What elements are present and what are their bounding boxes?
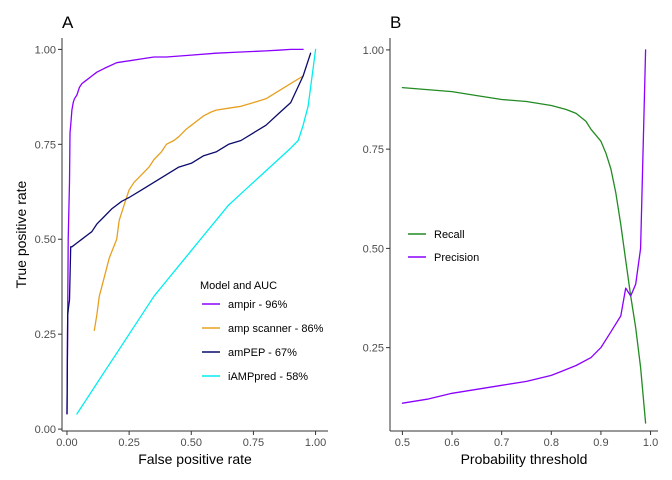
- y-tick-label: 0.75: [35, 139, 56, 151]
- x-tick-label: 0.5: [395, 437, 410, 449]
- series-line-ampir: [66, 48, 304, 415]
- panel-b: B 0.5 0.6 0.7 0.8 0.9 1.0 0.25 0.50 0.75 1.00 Pr…: [363, 13, 659, 467]
- legend-label: Recall: [434, 229, 465, 241]
- x-tick-label: 0.00: [56, 437, 77, 449]
- y-tick-label: 0.25: [363, 343, 384, 355]
- panel-b-x-ticks: 0.5 0.6 0.7 0.8 0.9 1.0: [395, 431, 658, 449]
- x-tick-label: 0.75: [243, 437, 264, 449]
- y-tick-label: 1.00: [35, 44, 56, 56]
- y-tick-label: 0.25: [35, 329, 56, 341]
- panel-b-x-label: Probability threshold: [461, 451, 588, 467]
- x-tick-label: 0.6: [444, 437, 459, 449]
- x-tick-label: 0.9: [593, 437, 608, 449]
- series-line-recall: [401, 86, 647, 424]
- y-tick-label: 0.50: [35, 234, 56, 246]
- panel-a-tag: A: [62, 13, 74, 32]
- series-line-amp: [93, 75, 304, 332]
- panel-a-x-ticks: 0.00 0.25 0.50 0.75 1.00: [56, 431, 326, 449]
- panel-b-series: [401, 49, 647, 424]
- x-tick-label: 1.0: [643, 437, 658, 449]
- x-tick-label: 0.7: [494, 437, 509, 449]
- y-tick-label: 1.00: [363, 45, 384, 57]
- x-tick-label: 0.50: [181, 437, 202, 449]
- panel-a-y-ticks: 0.00 0.25 0.50 0.75 1.00: [35, 44, 62, 436]
- legend-label: Precision: [434, 252, 479, 264]
- series-line-precision: [401, 49, 647, 404]
- y-tick-label: 0.75: [363, 144, 384, 156]
- legend-label: amPEP - 67%: [228, 347, 297, 359]
- panel-b-y-ticks: 0.25 0.50 0.75 1.00: [363, 45, 390, 355]
- series-line-ampep: [66, 52, 312, 415]
- panel-a: A 0.00 0.25 0.50 0.75 1.00 0.00 0.25 0.50 0.75 1…: [13, 13, 328, 467]
- panel-a-legend-title: Model and AUC: [200, 280, 277, 292]
- panel-a-x-label: False positive rate: [138, 451, 252, 467]
- legend-label: ampir - 96%: [228, 299, 288, 311]
- y-tick-label: 0.50: [363, 243, 384, 255]
- panel-a-legend: Model and AUC ampir - 96% amp scanner - 8…: [200, 280, 324, 383]
- panel-a-series: [66, 48, 317, 415]
- panel-b-legend: Recall Precision: [408, 229, 479, 264]
- panel-a-y-label: True positive rate: [13, 180, 29, 288]
- y-tick-label: 0.00: [35, 424, 56, 436]
- panel-b-tag: B: [390, 13, 401, 32]
- x-tick-label: 0.25: [118, 437, 139, 449]
- x-tick-label: 1.00: [305, 437, 326, 449]
- legend-label: iAMPpred - 58%: [228, 371, 308, 383]
- x-tick-label: 0.8: [544, 437, 559, 449]
- series-line-iamppred: [76, 48, 317, 415]
- legend-label: amp scanner - 86%: [228, 323, 324, 335]
